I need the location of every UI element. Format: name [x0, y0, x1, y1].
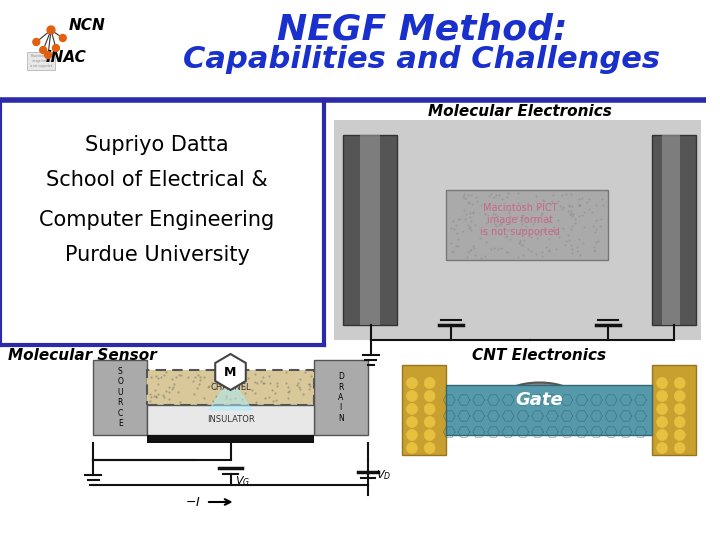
Bar	[147, 435, 314, 443]
Circle shape	[407, 416, 418, 428]
Bar	[662, 135, 680, 325]
Text: S
O
U
R
C
E: S O U R C E	[117, 367, 123, 428]
Bar	[27, 52, 55, 70]
Circle shape	[424, 442, 435, 454]
Bar	[147, 405, 314, 435]
Bar	[446, 385, 652, 435]
Bar	[93, 360, 147, 435]
Bar	[333, 120, 701, 340]
Circle shape	[675, 416, 685, 428]
Text: Macintosh PICT
image format
is not supported: Macintosh PICT image format is not suppo…	[30, 55, 53, 68]
Circle shape	[657, 377, 667, 388]
Text: CHANNEL: CHANNEL	[210, 383, 251, 393]
Circle shape	[424, 390, 435, 402]
Polygon shape	[209, 390, 252, 410]
Bar	[147, 370, 314, 405]
Circle shape	[45, 51, 52, 58]
Circle shape	[33, 38, 40, 45]
Circle shape	[407, 390, 418, 402]
Circle shape	[675, 377, 685, 388]
Circle shape	[407, 377, 418, 388]
Text: Capabilities and Challenges: Capabilities and Challenges	[184, 45, 660, 75]
Text: $V_G$: $V_G$	[235, 474, 251, 488]
Text: INAC: INAC	[45, 51, 86, 65]
Bar	[652, 135, 696, 325]
Text: CNT Electronics: CNT Electronics	[472, 348, 606, 362]
Circle shape	[675, 403, 685, 415]
Text: Computer Engineering: Computer Engineering	[40, 210, 274, 230]
Bar	[343, 135, 397, 325]
Text: $-I$: $-I$	[185, 496, 201, 509]
Circle shape	[424, 416, 435, 428]
Text: Molecular Electronics: Molecular Electronics	[428, 105, 612, 119]
Polygon shape	[215, 354, 246, 390]
Circle shape	[407, 403, 418, 415]
Ellipse shape	[500, 382, 579, 417]
Circle shape	[407, 442, 418, 454]
Bar	[314, 360, 368, 435]
Text: Macintosh PICT
image format
is not supported: Macintosh PICT image format is not suppo…	[480, 204, 560, 237]
Bar	[652, 365, 696, 455]
Text: $V_D$: $V_D$	[376, 468, 391, 482]
Circle shape	[407, 429, 418, 441]
Text: Supriyo Datta: Supriyo Datta	[85, 135, 229, 155]
Text: Molecular Sensor: Molecular Sensor	[8, 348, 156, 362]
Circle shape	[424, 403, 435, 415]
Circle shape	[424, 377, 435, 388]
Text: School of Electrical &: School of Electrical &	[46, 170, 268, 190]
Circle shape	[53, 44, 59, 51]
Circle shape	[657, 403, 667, 415]
Circle shape	[40, 46, 47, 53]
Bar	[402, 365, 446, 455]
Circle shape	[657, 416, 667, 428]
Circle shape	[675, 429, 685, 441]
Circle shape	[675, 390, 685, 402]
Bar	[360, 135, 379, 325]
Circle shape	[59, 35, 66, 42]
Circle shape	[675, 442, 685, 454]
Circle shape	[47, 26, 55, 34]
Text: D
R
A
I
N: D R A I N	[338, 372, 344, 423]
Text: Purdue University: Purdue University	[65, 245, 249, 265]
Bar	[446, 190, 608, 260]
Text: M: M	[225, 366, 237, 379]
Text: INSULATOR: INSULATOR	[207, 415, 254, 424]
Circle shape	[657, 442, 667, 454]
Circle shape	[657, 429, 667, 441]
Text: Gate: Gate	[516, 391, 563, 409]
Text: NEGF Method:: NEGF Method:	[276, 13, 567, 47]
Circle shape	[424, 429, 435, 441]
Circle shape	[657, 390, 667, 402]
Text: NCN: NCN	[68, 17, 105, 32]
